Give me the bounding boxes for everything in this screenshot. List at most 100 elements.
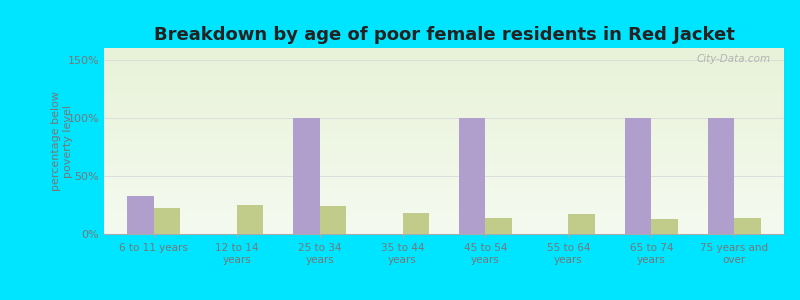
Bar (104, 182, 784, 184)
Bar (320, 206, 346, 234)
Bar (104, 150, 784, 152)
Bar (104, 206, 784, 208)
Bar (104, 169, 784, 171)
Bar (104, 87, 784, 89)
Bar (237, 205, 263, 234)
Bar (104, 126, 784, 128)
Bar (104, 130, 784, 132)
Bar (104, 232, 784, 234)
Bar (104, 93, 784, 94)
Bar (104, 135, 784, 137)
Bar (104, 48, 784, 50)
Bar (104, 230, 784, 232)
Bar (104, 65, 784, 67)
Bar (104, 61, 784, 63)
Bar (104, 102, 784, 104)
Bar (104, 110, 784, 111)
Bar (104, 199, 784, 200)
Bar (104, 122, 784, 124)
Bar (104, 124, 784, 126)
Bar (104, 91, 784, 93)
Bar (104, 137, 784, 139)
Bar (104, 178, 784, 180)
Y-axis label: percentage below
poverty level: percentage below poverty level (51, 91, 73, 191)
Bar (104, 193, 784, 195)
Bar (104, 121, 784, 122)
Bar (104, 204, 784, 206)
Bar (104, 80, 784, 82)
Bar (568, 214, 595, 234)
Bar (104, 96, 784, 98)
Bar (104, 113, 784, 115)
Bar (104, 200, 784, 202)
Bar (104, 202, 784, 204)
Bar (104, 89, 784, 91)
Bar (104, 141, 784, 143)
Bar (104, 221, 784, 223)
Bar (104, 226, 784, 228)
Bar (104, 161, 784, 163)
Bar (104, 134, 784, 135)
Bar (104, 176, 784, 178)
Text: City-Data.com: City-Data.com (696, 54, 770, 64)
Bar (104, 175, 784, 176)
Bar (104, 83, 784, 85)
Bar (104, 54, 784, 56)
Bar (104, 57, 784, 59)
Bar (104, 67, 784, 68)
Bar (104, 85, 784, 87)
Bar (104, 152, 784, 154)
Bar (104, 212, 784, 214)
Bar (104, 219, 784, 221)
Title: Breakdown by age of poor female residents in Red Jacket: Breakdown by age of poor female resident… (154, 26, 734, 44)
Bar (486, 218, 512, 234)
Bar (104, 214, 784, 215)
Bar (104, 228, 784, 230)
Bar (104, 223, 784, 225)
Bar (104, 217, 784, 219)
Bar (127, 196, 154, 234)
Bar (104, 68, 784, 70)
Bar (104, 191, 784, 193)
Bar (104, 163, 784, 165)
Bar (104, 197, 784, 199)
Bar (104, 111, 784, 113)
Bar (104, 104, 784, 106)
Bar (104, 154, 784, 156)
Bar (104, 189, 784, 191)
Bar (104, 119, 784, 121)
Bar (104, 184, 784, 186)
Bar (104, 100, 784, 102)
Bar (104, 165, 784, 167)
Bar (104, 52, 784, 54)
Bar (104, 167, 784, 169)
Bar (104, 128, 784, 130)
Bar (104, 156, 784, 158)
Bar (104, 72, 784, 74)
Bar (104, 107, 784, 110)
Bar (293, 118, 320, 234)
Bar (734, 218, 761, 234)
Bar (708, 118, 734, 234)
Bar (104, 188, 784, 189)
Bar (104, 63, 784, 65)
Bar (651, 219, 678, 234)
Bar (104, 98, 784, 100)
Bar (104, 148, 784, 150)
Bar (104, 160, 784, 161)
Bar (104, 186, 784, 188)
Bar (104, 50, 784, 52)
Bar (104, 145, 784, 147)
Bar (104, 59, 784, 61)
Bar (104, 210, 784, 212)
Bar (104, 117, 784, 119)
Bar (104, 132, 784, 134)
Bar (104, 94, 784, 96)
Bar (104, 139, 784, 141)
Bar (625, 118, 651, 234)
Bar (104, 56, 784, 57)
Bar (104, 225, 784, 226)
Bar (104, 147, 784, 148)
Bar (104, 195, 784, 197)
Bar (104, 115, 784, 117)
